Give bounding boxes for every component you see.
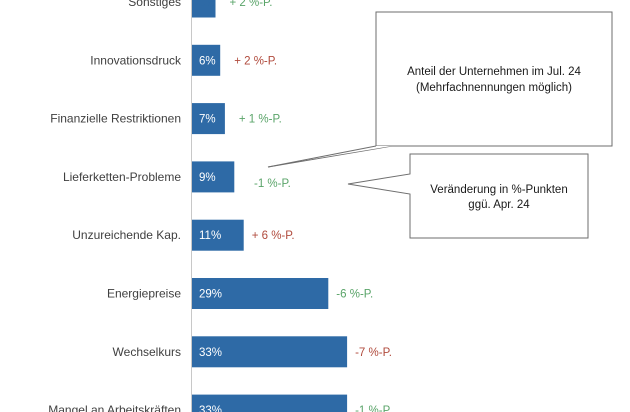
change-label: + 6 %-P. — [252, 230, 295, 242]
category-label: Mangel an Arbeitskräften — [48, 403, 181, 412]
change-label: -6 %-P. — [336, 289, 373, 301]
category-label: Innovationsdruck — [90, 53, 182, 67]
callout-change: Veränderung in %-Punkten ggü. Apr. 24 — [347, 153, 589, 239]
bar-value-label: 7% — [199, 114, 216, 126]
category-label: Unzureichende Kap. — [72, 228, 181, 242]
bar-value-label: 9% — [199, 172, 216, 184]
bar — [192, 44, 221, 76]
bar — [192, 394, 348, 412]
bar-value-label: 33% — [199, 347, 222, 359]
change-label: + 2 %-P. — [230, 0, 273, 9]
bar — [192, 0, 216, 18]
bar — [192, 219, 244, 251]
bar-value-label: 6% — [199, 55, 216, 67]
change-label: + 1 %-P. — [239, 114, 282, 126]
callout-share-line-1: Anteil der Unternehmen im Jul. 24 — [407, 66, 581, 78]
callout-change-line-2: ggü. Apr. 24 — [468, 199, 530, 211]
callout-share: Anteil der Unternehmen im Jul. 24 (Mehrf… — [267, 11, 613, 168]
bar-value-label: 33% — [199, 405, 222, 412]
bar-value-label: 5% — [199, 0, 216, 9]
change-label: -1 %-P. — [355, 405, 392, 412]
bar — [192, 103, 225, 135]
bars-group: Sonstiges 5% + 2 %-P. Innovationsdruck 6% + 2… — [48, 0, 392, 412]
bar — [192, 278, 329, 309]
category-label: Wechselkurs — [113, 345, 181, 359]
bar-value-label: 11% — [199, 230, 221, 242]
change-label: -1 %-P. — [254, 178, 291, 190]
category-label: Finanzielle Restriktionen — [50, 112, 181, 126]
bar — [192, 336, 348, 368]
callout-share-line-2: (Mehrfachnennungen möglich) — [416, 82, 572, 94]
category-label: Sonstiges — [128, 0, 181, 9]
bar — [192, 161, 235, 193]
category-label: Lieferketten-Probleme — [63, 170, 181, 184]
category-label: Energiepreise — [107, 287, 181, 301]
change-label: -7 %-P. — [355, 347, 392, 359]
callout-change-line-1: Veränderung in %-Punkten — [430, 184, 567, 196]
bar-value-label: 29% — [199, 289, 222, 301]
change-label: + 2 %-P. — [234, 55, 277, 67]
